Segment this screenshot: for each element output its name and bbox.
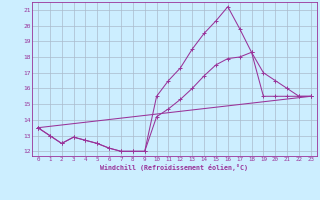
- X-axis label: Windchill (Refroidissement éolien,°C): Windchill (Refroidissement éolien,°C): [100, 164, 248, 171]
